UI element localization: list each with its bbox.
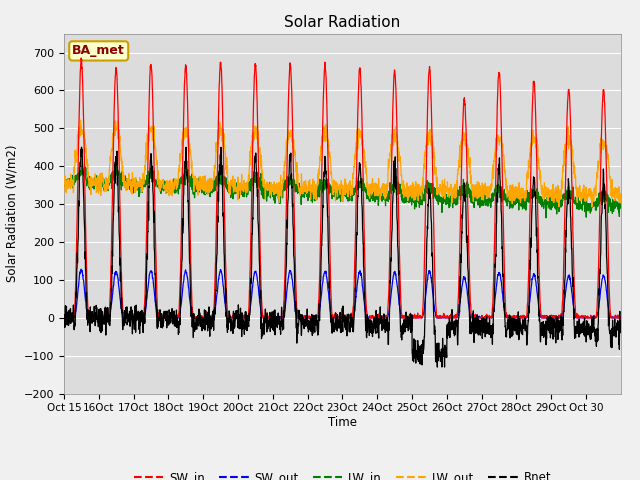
X-axis label: Time: Time xyxy=(328,416,357,429)
Text: BA_met: BA_met xyxy=(72,44,125,58)
Title: Solar Radiation: Solar Radiation xyxy=(284,15,401,30)
Legend: SW_in, SW_out, LW_in, LW_out, Rnet: SW_in, SW_out, LW_in, LW_out, Rnet xyxy=(129,466,556,480)
Y-axis label: Solar Radiation (W/m2): Solar Radiation (W/m2) xyxy=(5,145,18,282)
